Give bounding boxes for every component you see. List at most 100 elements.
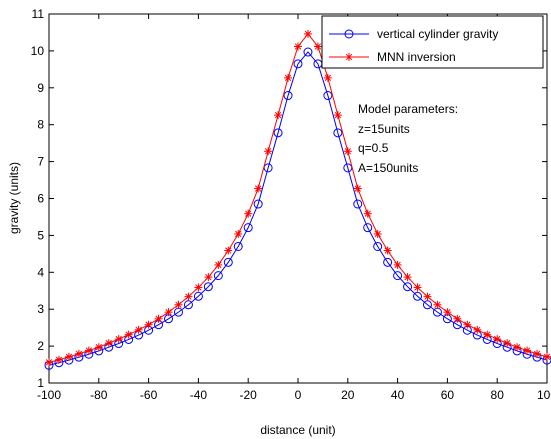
data-point (543, 352, 551, 361)
data-point (104, 339, 113, 348)
data-point (483, 330, 492, 339)
data-point (453, 314, 462, 323)
annotation-line-1: Model parameters: (358, 102, 458, 116)
data-point (244, 209, 253, 218)
data-point (343, 147, 352, 156)
model-parameters-annotation: Model parameters: z=15units q=0.5 A=150u… (358, 102, 458, 175)
data-point (94, 343, 103, 352)
x-tick-label: -60 (140, 388, 158, 402)
data-point (234, 229, 243, 238)
data-point (284, 73, 293, 82)
y-tick-label: 2 (37, 339, 44, 353)
x-tick-label: -20 (240, 388, 258, 402)
x-tick-label: 80 (491, 388, 505, 402)
y-tick-label: 3 (37, 302, 44, 316)
data-point (243, 223, 253, 233)
data-point (373, 229, 382, 238)
data-point (134, 325, 143, 334)
y-tick-label: 10 (31, 44, 45, 58)
data-point (154, 314, 163, 323)
data-point (523, 346, 532, 355)
y-tick-label: 1 (37, 376, 44, 390)
data-point (214, 260, 223, 269)
data-point (294, 42, 302, 51)
data-point (383, 257, 393, 267)
data-point (323, 73, 332, 82)
data-point (313, 42, 322, 51)
data-point (184, 292, 193, 301)
x-tick-label: 40 (391, 388, 405, 402)
data-point (193, 291, 203, 301)
y-axis-label: gravity (units) (7, 162, 21, 234)
series-layer (44, 29, 551, 370)
data-point (254, 184, 263, 193)
data-point (363, 209, 372, 218)
data-point (393, 271, 403, 281)
y-tick-label: 4 (37, 265, 44, 279)
data-point (124, 330, 133, 339)
data-point (463, 320, 472, 329)
data-point (264, 147, 273, 156)
data-point (194, 283, 203, 292)
data-point (423, 292, 432, 301)
data-point (533, 349, 542, 358)
data-point (333, 111, 342, 120)
data-point (274, 111, 283, 120)
data-point (204, 273, 213, 282)
data-point (233, 241, 243, 251)
y-tick-label: 11 (32, 7, 45, 21)
data-point (433, 300, 442, 309)
data-point (513, 343, 522, 352)
data-point (293, 59, 303, 69)
legend-label-cylinder: vertical cylinder gravity (377, 27, 498, 41)
legend-marker-mnn (345, 53, 353, 61)
data-point (353, 199, 363, 209)
x-tick-label: 100 (537, 388, 551, 402)
data-point (473, 325, 482, 334)
data-point (224, 246, 233, 255)
data-point (363, 223, 373, 233)
y-tick-label: 8 (37, 118, 44, 132)
y-tick-label: 5 (37, 228, 44, 242)
data-point (54, 355, 63, 364)
y-tick-label: 9 (37, 81, 44, 95)
legend-star-glyph (345, 53, 353, 61)
data-point (223, 257, 233, 267)
data-point (213, 271, 223, 281)
data-point (373, 241, 383, 251)
y-tick-label: 7 (37, 155, 44, 169)
legend-label-mnn: MNN inversion (377, 50, 456, 64)
plot-area (48, 13, 548, 384)
data-point (422, 300, 432, 310)
x-tick-label: 60 (441, 388, 455, 402)
data-point (183, 300, 193, 310)
x-axis-ticks: -100 -80 -60 -40 -20 0 20 40 60 80 100 (37, 14, 551, 402)
data-point (64, 352, 73, 361)
data-point (503, 339, 512, 348)
annotation-line-4: A=150units (358, 161, 418, 175)
annotation-line-3: q=0.5 (358, 141, 389, 155)
data-point (74, 349, 83, 358)
data-point (413, 291, 423, 301)
series-1 (45, 29, 551, 367)
data-point (174, 300, 183, 309)
x-tick-label: -100 (37, 388, 61, 402)
annotation-line-2: z=15units (358, 122, 410, 136)
data-point (114, 335, 123, 344)
legend-marker-cylinder (344, 29, 354, 39)
data-point (253, 199, 263, 209)
legend: vertical cylinder gravity MNN inversion (321, 15, 544, 69)
data-point (203, 282, 213, 292)
x-axis-label: distance (unit) (260, 423, 335, 437)
data-point (413, 283, 422, 292)
legend-box (321, 15, 544, 69)
data-point (383, 246, 392, 255)
data-point (393, 260, 402, 269)
data-point (164, 308, 173, 317)
data-point (84, 346, 93, 355)
data-point (333, 128, 343, 138)
data-point (303, 47, 313, 57)
x-tick-label: 20 (341, 388, 355, 402)
y-tick-label: 6 (37, 192, 44, 206)
